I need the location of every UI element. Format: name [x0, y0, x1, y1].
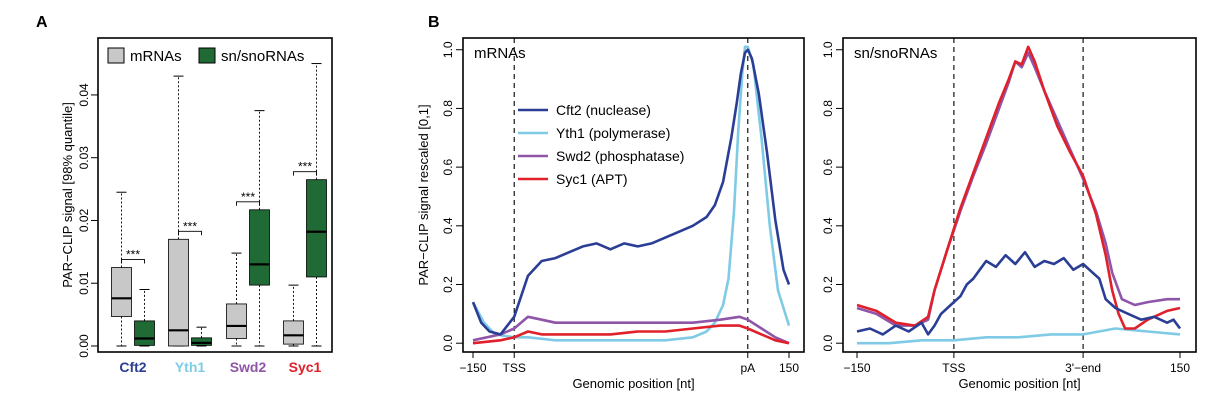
- y-tick-label: 0.4: [821, 217, 835, 234]
- y-tick-label: 0.6: [441, 158, 455, 175]
- x-tick-label: 3'−end: [1065, 361, 1101, 375]
- y-tick-label: 0.03: [77, 146, 91, 170]
- box-iqr: [283, 320, 304, 345]
- legend-swatch-mrnas: [107, 47, 125, 64]
- box-mrnas-cft2: [111, 191, 132, 347]
- legend-label-syc1: Syc1 (APT): [556, 171, 628, 187]
- series-line-cft2: [471, 48, 791, 336]
- line-chart-snornas: 0.0 0.2 0.4 0.6 0.8 1.0 −150 TSS 3'−end 150 Genomi…: [821, 37, 1197, 391]
- box-mrnas-syc1: [283, 284, 304, 347]
- box-iqr: [168, 238, 189, 347]
- y-tick-label: 0.8: [821, 100, 835, 117]
- series-line-swd2: [472, 315, 790, 345]
- significance-bracket: ***: [293, 160, 317, 176]
- line-chart-mrnas: 0.0 0.2 0.4 0.6 0.8 1.0 PAR−CLIP signal rescal…: [416, 37, 805, 391]
- bracket-line: [293, 171, 317, 176]
- x-tick-label: −150: [459, 361, 486, 375]
- x-tick-label: 150: [1170, 361, 1190, 375]
- y-tick-label: 0.0: [821, 335, 835, 352]
- box-iqr: [306, 179, 327, 278]
- y-axis-label: PAR−CLIP signal rescaled [0,1]: [416, 104, 431, 285]
- series-line-syc1: [856, 45, 1181, 330]
- panel-label-b: B: [428, 14, 440, 31]
- legend-swatch-snornas: [198, 47, 216, 64]
- plot-frame: [842, 37, 1197, 353]
- panel-title: sn/snoRNAs: [854, 45, 937, 62]
- y-tick-label: 0.2: [441, 276, 455, 293]
- y-tick-label: 0.04: [77, 83, 91, 107]
- box-mrnas-swd2: [226, 252, 247, 347]
- legend-label-yth1: Yth1 (polymerase): [556, 125, 670, 141]
- box-snornas-syc1: [306, 63, 327, 347]
- y-axis-label: PAR−CLIP signal [98% quantile]: [60, 102, 75, 288]
- x-label-syc1: Syc1: [289, 359, 322, 375]
- bracket-line: [121, 259, 145, 264]
- y-tick-label: 0.8: [441, 100, 455, 117]
- panel-title: mRNAs: [474, 45, 526, 62]
- series-line-syc1: [472, 324, 790, 345]
- y-tick-label: 0.00: [77, 334, 91, 358]
- bracket-line: [236, 201, 260, 206]
- legend-label-mrnas: mRNAs: [130, 48, 182, 65]
- significance-label: ***: [183, 219, 197, 233]
- y-tick-label: 0.02: [77, 208, 91, 232]
- significance-label: ***: [241, 190, 255, 204]
- bracket-line: [178, 230, 202, 236]
- y-tick-label: 0.2: [821, 276, 835, 293]
- y-tick-label: 0.01: [77, 271, 91, 295]
- legend-label-snornas: sn/snoRNAs: [221, 48, 304, 65]
- y-tick-label: 0.0: [441, 335, 455, 352]
- x-label-cft2: Cft2: [119, 359, 146, 375]
- x-label-yth1: Yth1: [175, 359, 206, 375]
- boxplot-frame: [97, 37, 333, 353]
- box-iqr: [249, 209, 270, 286]
- series-line-swd2: [856, 51, 1180, 327]
- panel-label-a: A: [36, 14, 48, 31]
- y-tick-label: 1.0: [441, 41, 455, 58]
- legend-label-swd2: Swd2 (phosphatase): [556, 148, 684, 164]
- x-axis-label: Genomic position [nt]: [572, 376, 694, 391]
- x-label-swd2: Swd2: [230, 359, 267, 375]
- box-iqr: [226, 303, 247, 339]
- x-tick-label: pA: [740, 361, 755, 375]
- box-snornas-swd2: [249, 110, 270, 347]
- box-iqr: [134, 320, 155, 346]
- x-tick-label: TSS: [503, 361, 526, 375]
- box-snornas-yth1: [191, 326, 212, 347]
- box-iqr: [191, 337, 212, 346]
- box-snornas-cft2: [134, 289, 155, 347]
- legend-label-cft2: Cft2 (nuclease): [556, 102, 651, 118]
- x-tick-label: 150: [779, 361, 799, 375]
- significance-bracket: ***: [178, 219, 202, 236]
- box-mrnas-yth1: [168, 75, 189, 347]
- significance-bracket: ***: [121, 248, 145, 264]
- x-axis-label: Genomic position [nt]: [958, 376, 1080, 391]
- y-tick-label: 1.0: [821, 41, 835, 58]
- significance-label: ***: [298, 160, 312, 174]
- y-tick-label: 0.6: [821, 158, 835, 175]
- series-line-cft2: [856, 250, 1182, 336]
- box-iqr: [111, 267, 132, 317]
- significance-bracket: ***: [236, 190, 260, 206]
- y-tick-label: 0.4: [441, 217, 455, 234]
- x-tick-label: TSS: [942, 361, 965, 375]
- x-tick-label: −150: [843, 361, 870, 375]
- significance-label: ***: [126, 248, 140, 262]
